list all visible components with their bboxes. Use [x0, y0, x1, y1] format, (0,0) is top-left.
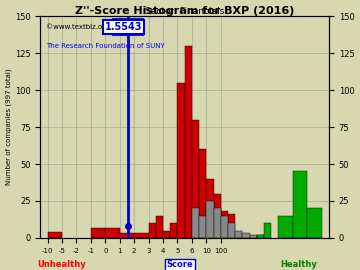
Bar [163, 231, 170, 238]
Text: Unhealthy: Unhealthy [37, 260, 86, 269]
Bar [257, 235, 264, 238]
Text: Healthy: Healthy [280, 260, 317, 269]
Bar [48, 232, 62, 238]
Bar [91, 228, 105, 238]
Bar [293, 171, 307, 238]
Bar [206, 179, 213, 238]
Bar [192, 208, 199, 238]
Bar [249, 235, 257, 238]
Bar [221, 216, 228, 238]
Bar [228, 223, 235, 238]
Bar [105, 228, 120, 238]
Bar [206, 201, 213, 238]
Title: Z''-Score Histogram for BXP (2016): Z''-Score Histogram for BXP (2016) [75, 6, 294, 16]
Bar [307, 208, 322, 238]
Bar [228, 214, 235, 238]
Bar [177, 83, 185, 238]
Bar [242, 234, 249, 238]
Bar [235, 231, 242, 238]
Bar [213, 194, 221, 238]
Bar [213, 208, 221, 238]
Bar [170, 223, 177, 238]
Bar [278, 216, 293, 238]
Bar [221, 211, 228, 238]
Bar [120, 234, 134, 238]
Bar [156, 216, 163, 238]
Text: The Research Foundation of SUNY: The Research Foundation of SUNY [46, 43, 165, 49]
Text: 1.5543: 1.5543 [105, 22, 142, 32]
Text: Sector: Financials: Sector: Financials [145, 7, 224, 16]
Bar [264, 223, 271, 238]
Bar [257, 235, 264, 238]
Bar [199, 149, 206, 238]
Bar [192, 120, 199, 238]
Bar [134, 234, 149, 238]
Bar [149, 223, 156, 238]
Bar [185, 46, 192, 238]
Text: Score: Score [167, 260, 193, 269]
Text: ©www.textbiz.org: ©www.textbiz.org [46, 23, 109, 30]
Y-axis label: Number of companies (997 total): Number of companies (997 total) [5, 69, 12, 185]
Bar [199, 216, 206, 238]
